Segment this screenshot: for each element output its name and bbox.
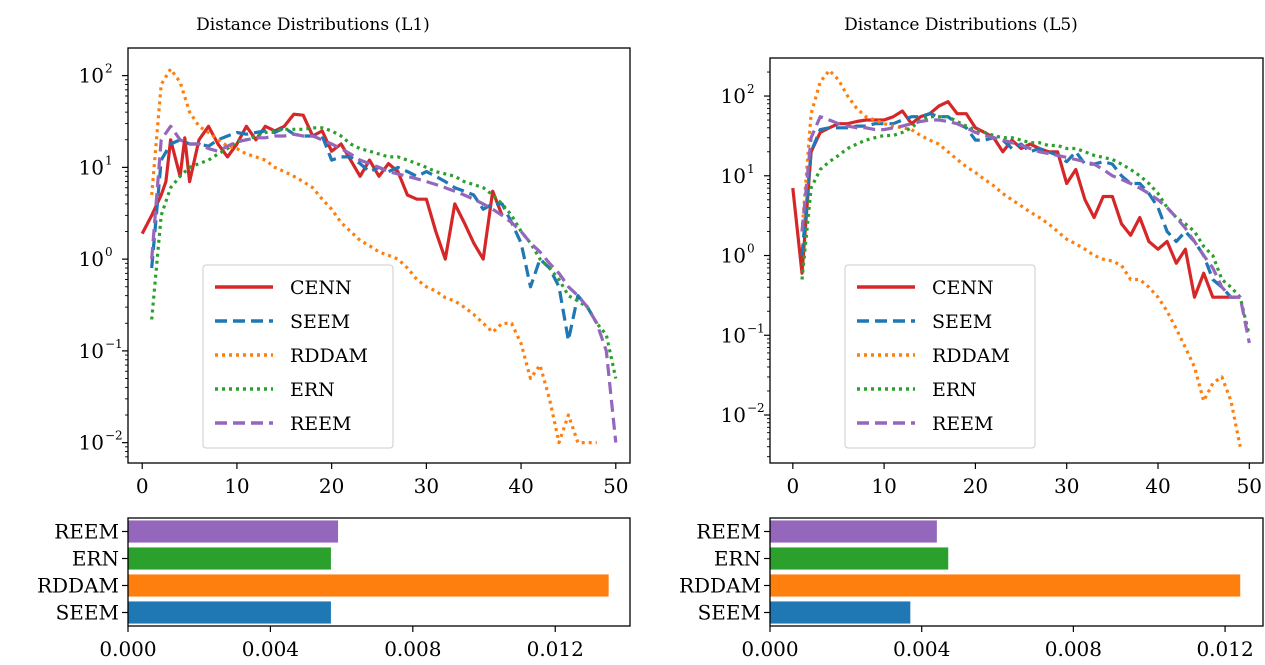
legend-label-rddam: RDDAM xyxy=(290,345,368,367)
x-tick-label: 50 xyxy=(603,474,628,498)
line-chart-2: Distance Distributions (L5)0 10 20 30 40 5010… xyxy=(721,15,1264,498)
y-tick-base: 10 xyxy=(79,247,104,271)
legend-label-reem: REEM xyxy=(290,413,352,435)
y-tick-exponent: −2 xyxy=(747,401,765,415)
series-line-rddam xyxy=(150,67,597,445)
legend-label-reem: REEM xyxy=(932,413,994,435)
series-group xyxy=(791,68,1251,448)
y-tick-base: 10 xyxy=(79,155,104,179)
y-tick-exponent: 1 xyxy=(747,162,755,176)
x-tick-label: 0.004 xyxy=(242,637,299,661)
series-line-seem xyxy=(150,126,599,342)
y-tick-base: 10 xyxy=(721,84,746,108)
series-line-reem xyxy=(800,115,1251,344)
x-tick-label: 40 xyxy=(508,474,533,498)
y-tick-base: 10 xyxy=(721,323,746,347)
plot-frame xyxy=(769,57,1264,464)
series-line-rddam xyxy=(800,68,1242,448)
legend-label-cenn: CENN xyxy=(932,277,994,299)
legend-label-cenn: CENN xyxy=(290,277,352,299)
series-line-ern xyxy=(150,126,618,379)
x-tick-label: 30 xyxy=(1054,474,1079,498)
legend-label-rddam: RDDAM xyxy=(932,345,1010,367)
bar-reem xyxy=(770,520,937,543)
bar-category-label: REEM xyxy=(54,520,119,544)
y-tick-exponent: 2 xyxy=(747,82,755,96)
y-tick-base: 10 xyxy=(721,244,746,268)
legend-label-ern: ERN xyxy=(290,379,335,401)
x-tick-label: 0.012 xyxy=(1196,637,1253,661)
y-tick-base: 10 xyxy=(79,64,104,88)
x-tick-label: 0 xyxy=(136,474,149,498)
x-tick-label: 0.008 xyxy=(1045,637,1102,661)
bar-frame xyxy=(127,517,631,627)
chart-title: Distance Distributions (L5) xyxy=(844,15,1078,35)
y-tick-exponent: 1 xyxy=(105,153,113,167)
legend-label-ern: ERN xyxy=(932,379,977,401)
y-tick-base: 10 xyxy=(79,431,104,455)
chart-title: Distance Distributions (L1) xyxy=(196,15,430,35)
x-tick-label: 40 xyxy=(1145,474,1170,498)
series-line-cenn xyxy=(140,112,504,261)
bar-seem xyxy=(128,601,331,624)
legend-box xyxy=(202,264,394,449)
x-tick-label: 0.008 xyxy=(384,637,441,661)
bar-reem xyxy=(128,520,339,543)
series-line-cenn xyxy=(791,100,1241,299)
line-chart-1: Distance Distributions (L1)0 10 20 30 40 5010… xyxy=(79,15,631,498)
bar-rddam xyxy=(770,574,1241,597)
bar-category-label: REEM xyxy=(696,520,761,544)
x-tick-label: 10 xyxy=(224,474,249,498)
y-tick-base: 10 xyxy=(721,164,746,188)
bar-ern xyxy=(128,547,331,570)
bar-category-label: RDDAM xyxy=(37,574,119,598)
bar-frame xyxy=(769,517,1264,627)
bar-category-label: SEEM xyxy=(698,601,761,625)
bar-chart-2: SEEM RDDAM ERN REEM 0.000 0.004 0.008 0.012 xyxy=(679,517,1264,661)
plot-frame xyxy=(127,47,631,464)
y-tick-exponent: −1 xyxy=(105,337,123,351)
legend-box xyxy=(844,264,1036,449)
bar-ern xyxy=(770,547,949,570)
bar-rddam xyxy=(128,574,609,597)
x-tick-label: 10 xyxy=(871,474,896,498)
bar-seem xyxy=(770,601,911,624)
series-group xyxy=(140,67,618,445)
bar-category-label: ERN xyxy=(72,547,119,571)
y-tick-exponent: −1 xyxy=(747,321,765,335)
bar-chart-1: SEEM RDDAM ERN REEM 0.000 0.004 0.008 0.012 xyxy=(37,517,631,661)
x-tick-label: 30 xyxy=(414,474,439,498)
bar-category-label: SEEM xyxy=(56,601,119,625)
x-tick-label: 0.012 xyxy=(527,637,584,661)
y-tick-exponent: 0 xyxy=(747,242,755,256)
y-tick-base: 10 xyxy=(721,403,746,427)
legend-label-seem: SEEM xyxy=(290,311,350,333)
x-tick-label: 50 xyxy=(1237,474,1262,498)
y-tick-base: 10 xyxy=(79,339,104,363)
bar-category-label: RDDAM xyxy=(679,574,761,598)
series-line-reem xyxy=(150,124,618,443)
x-tick-label: 0.000 xyxy=(741,637,798,661)
bar-category-label: ERN xyxy=(714,547,761,571)
y-tick-exponent: 0 xyxy=(105,245,113,259)
y-tick-exponent: −2 xyxy=(105,429,123,443)
x-tick-label: 0.004 xyxy=(893,637,950,661)
x-tick-label: 0.000 xyxy=(99,637,156,661)
x-tick-label: 20 xyxy=(963,474,988,498)
y-tick-exponent: 2 xyxy=(105,62,113,76)
x-tick-label: 0 xyxy=(786,474,799,498)
x-tick-label: 20 xyxy=(319,474,344,498)
legend-label-seem: SEEM xyxy=(932,311,992,333)
